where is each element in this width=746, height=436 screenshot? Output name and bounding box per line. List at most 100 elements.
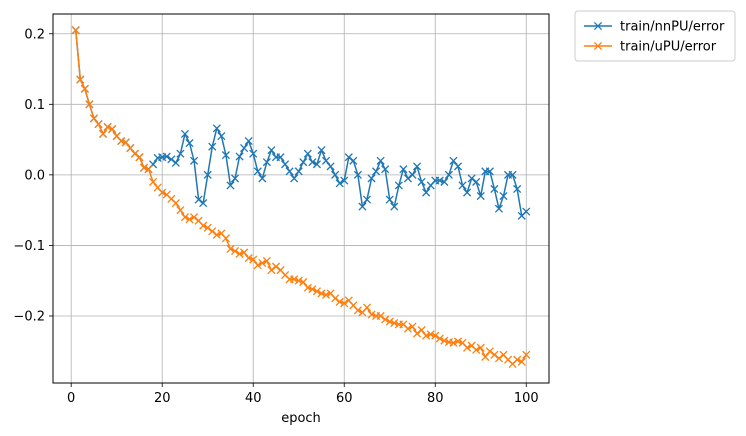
data-point-marker	[513, 184, 522, 194]
data-point-marker	[367, 174, 376, 183]
data-point-marker	[490, 350, 499, 359]
data-point-marker	[135, 153, 144, 162]
data-point-marker	[335, 297, 344, 306]
legend-marker	[593, 41, 603, 51]
data-point-marker	[94, 120, 103, 129]
data-point-marker	[376, 311, 385, 321]
data-point-marker	[499, 191, 508, 201]
y-tick-label: −0.2	[13, 309, 45, 324]
data-point-marker	[80, 84, 89, 93]
data-point-marker	[249, 149, 258, 158]
data-point-marker	[372, 167, 381, 176]
data-point-marker	[381, 315, 390, 324]
data-point-marker	[403, 324, 412, 333]
data-point-marker	[294, 276, 303, 285]
data-point-marker	[308, 158, 317, 167]
data-point-marker	[117, 136, 126, 146]
legend: train/nnPU/error train/uPU/error	[574, 10, 736, 62]
data-point-marker	[317, 289, 326, 298]
data-point-marker	[408, 170, 417, 179]
data-point-marker	[449, 156, 458, 165]
data-point-marker	[422, 188, 431, 197]
y-tick-label: 0.2	[24, 27, 45, 42]
legend-box	[574, 10, 736, 62]
data-point-marker	[485, 167, 494, 176]
x-tick-label: 100	[514, 391, 539, 406]
data-point-marker	[331, 294, 340, 303]
data-point-marker	[208, 227, 217, 236]
y-tick-label: −0.1	[13, 239, 45, 254]
data-point-marker	[440, 177, 449, 186]
data-point-marker	[390, 202, 399, 211]
x-tick-label: 0	[67, 391, 75, 406]
data-point-marker	[344, 153, 353, 162]
data-point-marker	[139, 163, 149, 172]
data-point-marker	[340, 176, 349, 185]
legend-label: train/nnPU/error	[620, 20, 725, 35]
data-point-marker	[449, 338, 458, 347]
y-tick-label: 0.0	[24, 168, 45, 183]
data-point-marker	[149, 177, 158, 186]
data-point-marker	[353, 306, 362, 315]
data-point-marker	[312, 287, 321, 296]
series-line	[75, 30, 527, 365]
data-point-marker	[367, 310, 376, 319]
data-point-marker	[171, 158, 180, 167]
data-point-marker	[258, 258, 267, 268]
data-point-marker	[267, 146, 276, 155]
data-point-marker	[199, 199, 208, 208]
data-point-marker	[358, 202, 367, 211]
data-point-marker	[180, 129, 190, 139]
data-point-marker	[290, 275, 299, 284]
data-point-marker	[485, 347, 494, 356]
data-point-marker	[208, 142, 217, 151]
data-point-marker	[435, 176, 444, 185]
data-point-marker	[481, 352, 490, 361]
data-point-marker	[453, 162, 463, 171]
data-point-marker	[103, 122, 112, 131]
data-point-marker	[203, 223, 212, 232]
data-point-marker	[412, 162, 422, 171]
data-point-marker	[281, 160, 290, 169]
series-train/uPU/error	[71, 26, 531, 369]
data-point-marker	[522, 350, 531, 359]
data-point-marker	[458, 181, 467, 190]
data-point-marker	[290, 174, 299, 183]
data-point-marker	[390, 318, 399, 328]
data-point-marker	[312, 160, 321, 169]
data-point-marker	[217, 131, 226, 141]
data-point-marker	[276, 153, 285, 162]
data-point-marker	[476, 343, 485, 352]
data-point-marker	[267, 266, 276, 275]
data-point-marker	[176, 206, 185, 215]
data-point-marker	[463, 343, 472, 352]
data-point-marker	[230, 174, 240, 183]
data-point-marker	[517, 357, 526, 366]
y-tick-label: 0.1	[24, 98, 45, 113]
data-point-marker	[199, 221, 208, 230]
data-point-marker	[144, 165, 153, 174]
data-point-marker	[71, 26, 80, 35]
data-point-marker	[162, 152, 171, 161]
data-point-marker	[167, 155, 176, 164]
data-point-marker	[303, 283, 312, 292]
data-point-marker	[253, 167, 262, 176]
data-point-marker	[513, 355, 522, 364]
grid-lines	[53, 14, 549, 383]
data-point-marker	[308, 285, 317, 294]
data-point-marker	[249, 255, 258, 264]
data-point-marker	[244, 136, 253, 146]
data-point-marker	[335, 179, 344, 188]
data-point-marker	[426, 330, 435, 339]
series-layer	[71, 26, 531, 369]
data-point-marker	[331, 170, 340, 179]
data-point-marker	[121, 138, 130, 147]
data-point-marker	[235, 249, 244, 258]
data-point-marker	[294, 167, 303, 176]
data-point-marker	[76, 75, 85, 84]
data-point-marker	[385, 195, 394, 204]
data-point-marker	[262, 256, 271, 266]
data-point-marker	[381, 165, 390, 174]
data-point-marker	[230, 247, 240, 256]
